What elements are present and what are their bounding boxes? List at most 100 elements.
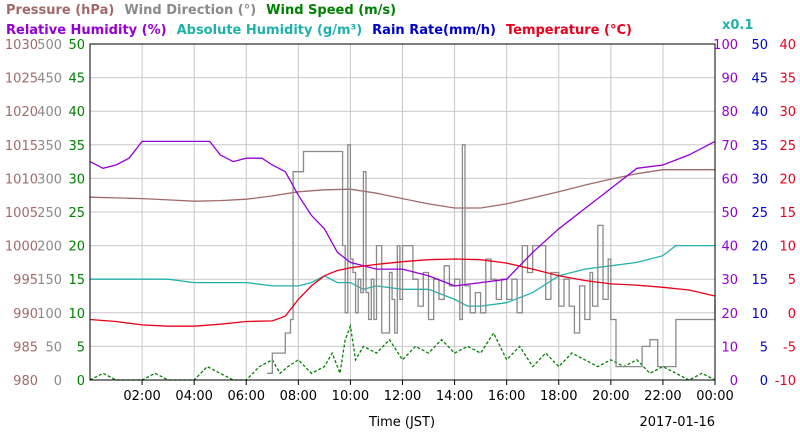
- tick-label-rain-rate: 5: [760, 340, 768, 355]
- series-line-pressure: [89, 169, 715, 209]
- tick-label-wind-direction: 400: [37, 105, 62, 120]
- legend-row-1: Pressure (hPa) Wind Direction (°) Wind Spe…: [6, 3, 396, 18]
- tick-label-rain-rate: 35: [751, 139, 768, 154]
- tick-label-wind-speed: 20: [68, 240, 85, 255]
- series-line-temperature: [89, 258, 716, 327]
- tick-label-rain-rate: 10: [751, 307, 768, 322]
- tick-label-pressure: 1015: [5, 139, 38, 154]
- tick-label-humidity: 100: [713, 38, 738, 53]
- scale-note-x01: x0.1: [722, 18, 753, 33]
- tick-label-wind-direction: 250: [37, 206, 62, 221]
- x-tick-label: 06:00: [228, 389, 265, 404]
- tick-label-wind-speed: 0: [77, 374, 85, 389]
- series-line-humidity: [89, 140, 716, 287]
- tick-label-pressure: 980: [13, 374, 38, 389]
- legend-entry: Temperature (°C): [506, 23, 632, 38]
- tick-label-rain-rate: 0: [760, 374, 768, 389]
- tick-label-rain-rate: 15: [751, 273, 768, 288]
- tick-label-humidity: 80: [721, 105, 738, 120]
- x-tick-label: 20:00: [592, 389, 629, 404]
- series-line-wind-speed: [89, 323, 716, 381]
- x-tick-label: 00:00: [696, 389, 733, 404]
- legend-entry: Wind Speed (m/s): [266, 3, 396, 18]
- x-tick-label: 16:00: [488, 389, 525, 404]
- tick-label-pressure: 995: [13, 273, 38, 288]
- tick-label-wind-speed: 35: [68, 139, 85, 154]
- tick-label-wind-direction: 100: [37, 307, 62, 322]
- legend-entry: Relative Humidity (%): [6, 23, 167, 38]
- tick-label-rain-rate: 20: [751, 240, 768, 255]
- tick-label-humidity: 50: [721, 206, 738, 221]
- tick-label-temperature: -5: [783, 340, 796, 355]
- tick-label-humidity: 20: [721, 307, 738, 322]
- tick-label-temperature: 15: [779, 206, 796, 221]
- tick-label-temperature: 10: [779, 240, 796, 255]
- tick-label-humidity: 0: [730, 374, 738, 389]
- tick-label-pressure: 990: [13, 307, 38, 322]
- tick-label-wind-speed: 10: [68, 307, 85, 322]
- tick-label-temperature: 40: [779, 38, 796, 53]
- tick-label-humidity: 70: [721, 139, 738, 154]
- tick-label-temperature: -10: [775, 374, 796, 389]
- legend-entry: Pressure (hPa): [6, 3, 114, 18]
- tick-label-pressure: 1025: [5, 72, 38, 87]
- x-tick-label: 12:00: [384, 389, 421, 404]
- tick-label-wind-speed: 25: [68, 206, 85, 221]
- legend-entry: Rain Rate(mm/h): [372, 23, 496, 38]
- series-layer: [89, 140, 716, 381]
- tick-label-pressure: 1030: [5, 38, 38, 53]
- x-axis-label: Time (JST): [368, 415, 435, 430]
- tick-label-humidity: 10: [721, 340, 738, 355]
- tick-label-humidity: 30: [721, 273, 738, 288]
- tick-label-pressure: 1020: [5, 105, 38, 120]
- x-tick-label: 02:00: [123, 389, 160, 404]
- x-tick-label: 14:00: [436, 389, 473, 404]
- x-tick-label: 22:00: [644, 389, 681, 404]
- tick-label-wind-direction: 150: [37, 273, 62, 288]
- tick-label-temperature: 35: [779, 72, 796, 87]
- tick-label-pressure: 985: [13, 340, 38, 355]
- tick-label-wind-speed: 30: [68, 172, 85, 187]
- tick-label-wind-direction: 0: [54, 374, 62, 389]
- tick-label-temperature: 0: [788, 307, 796, 322]
- tick-label-wind-direction: 200: [37, 240, 62, 255]
- legend-entry: Wind Direction (°): [124, 3, 256, 18]
- tick-label-wind-direction: 50: [45, 340, 62, 355]
- series-line-wind-direction: [267, 144, 716, 374]
- tick-label-wind-speed: 50: [68, 38, 85, 53]
- x-tick-label: 04:00: [175, 389, 212, 404]
- tick-label-humidity: 60: [721, 172, 738, 187]
- tick-label-pressure: 1000: [5, 240, 38, 255]
- tick-label-rain-rate: 50: [751, 38, 768, 53]
- tick-label-wind-speed: 15: [68, 273, 85, 288]
- tick-label-rain-rate: 40: [751, 105, 768, 120]
- x-axis: 02:00 04:00 06:00 08:00 10:00 12:00 14:00 16:00…: [123, 380, 734, 404]
- tick-label-wind-direction: 450: [37, 72, 62, 87]
- tick-label-wind-speed: 40: [68, 105, 85, 120]
- tick-label-rain-rate: 30: [751, 172, 768, 187]
- tick-label-temperature: 5: [788, 273, 796, 288]
- tick-label-wind-direction: 500: [37, 38, 62, 53]
- tick-label-wind-speed: 5: [77, 340, 85, 355]
- legend-row-2: Relative Humidity (%) Absolute Humidity (…: [6, 23, 632, 38]
- tick-label-wind-direction: 300: [37, 172, 62, 187]
- x-tick-label: 08:00: [280, 389, 317, 404]
- tick-label-temperature: 30: [779, 105, 796, 120]
- chart-date: 2017-01-16: [639, 415, 715, 430]
- tick-label-humidity: 90: [721, 72, 738, 87]
- tick-label-humidity: 40: [721, 240, 738, 255]
- x-tick-label: 10:00: [332, 389, 369, 404]
- tick-label-wind-speed: 45: [68, 72, 85, 87]
- tick-label-pressure: 1005: [5, 206, 38, 221]
- tick-label-rain-rate: 45: [751, 72, 768, 87]
- x-tick-label: 18:00: [540, 389, 577, 404]
- tick-label-rain-rate: 25: [751, 206, 768, 221]
- axis-tick-labels: 9809859909951000100510101015102010251030…: [5, 38, 796, 389]
- tick-label-wind-direction: 350: [37, 139, 62, 154]
- tick-label-temperature: 20: [779, 172, 796, 187]
- legend-entry: Absolute Humidity (g/m³): [177, 23, 363, 38]
- tick-label-temperature: 25: [779, 139, 796, 154]
- tick-label-pressure: 1010: [5, 172, 38, 187]
